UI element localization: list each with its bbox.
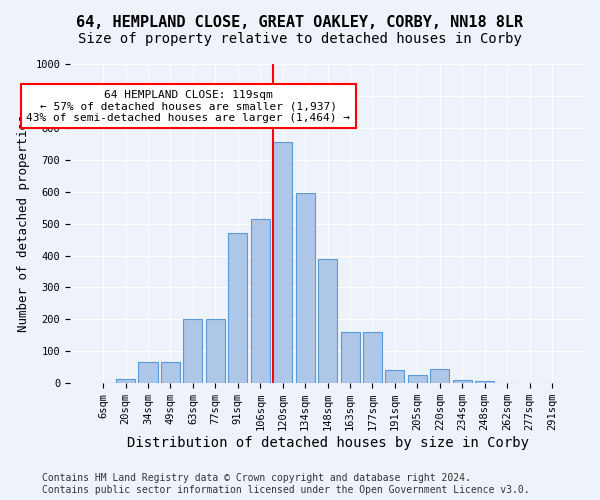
Y-axis label: Number of detached properties: Number of detached properties [17, 115, 30, 332]
Text: 64, HEMPLAND CLOSE, GREAT OAKLEY, CORBY, NN18 8LR: 64, HEMPLAND CLOSE, GREAT OAKLEY, CORBY,… [76, 15, 524, 30]
X-axis label: Distribution of detached houses by size in Corby: Distribution of detached houses by size … [127, 436, 529, 450]
Bar [116, 380, 135, 383]
Bar [273, 142, 292, 383]
Text: 64 HEMPLAND CLOSE: 119sqm
← 57% of detached houses are smaller (1,937)
43% of se: 64 HEMPLAND CLOSE: 119sqm ← 57% of detac… [26, 90, 350, 122]
Bar [318, 258, 337, 383]
Bar [184, 320, 202, 383]
Bar [251, 219, 270, 383]
Bar [206, 320, 225, 383]
Bar [161, 362, 180, 383]
Bar [341, 332, 359, 383]
Bar [430, 369, 449, 383]
Text: Contains HM Land Registry data © Crown copyright and database right 2024.
Contai: Contains HM Land Registry data © Crown c… [42, 474, 530, 495]
Bar [475, 381, 494, 383]
Bar [296, 194, 314, 383]
Bar [408, 375, 427, 383]
Bar [363, 332, 382, 383]
Bar [385, 370, 404, 383]
Bar [228, 233, 247, 383]
Bar [139, 362, 158, 383]
Bar [453, 380, 472, 383]
Text: Size of property relative to detached houses in Corby: Size of property relative to detached ho… [78, 32, 522, 46]
